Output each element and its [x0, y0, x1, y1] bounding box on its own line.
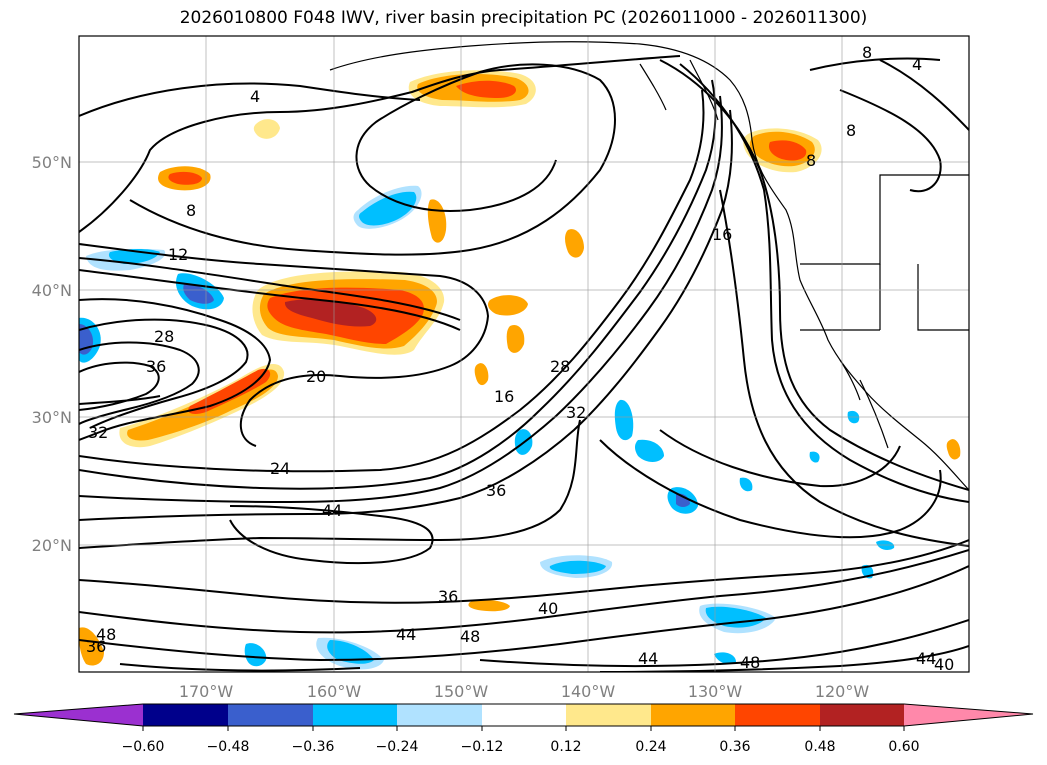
map-title: 2026010800 F048 IWV, river basin precipi…	[179, 8, 868, 28]
contour-label: 36	[86, 637, 106, 656]
contour-label: 20	[306, 367, 326, 386]
colorbar-bin	[143, 704, 228, 726]
contour-label: 16	[712, 225, 732, 244]
contour-label: 44	[638, 649, 658, 668]
precip-shading	[79, 70, 961, 670]
lat-label: 20°N	[32, 536, 72, 555]
lat-axis: 50°N 40°N 30°N 20°N	[32, 153, 72, 555]
colorbar-bin	[313, 704, 397, 726]
colorbar-label: 0.24	[635, 739, 666, 755]
colorbar-label: −0.36	[292, 739, 335, 755]
graticule	[79, 36, 969, 672]
colorbar-bin	[397, 704, 482, 726]
colorbar-label: 0.12	[550, 739, 581, 755]
contour-label: 12	[168, 245, 188, 264]
contour-label: 4	[250, 87, 260, 106]
lon-label: 140°W	[561, 682, 616, 701]
contour-label: 32	[88, 423, 108, 442]
contour-label: 44	[916, 649, 936, 668]
contour-label: 36	[486, 481, 506, 500]
lat-label: 30°N	[32, 408, 72, 427]
contour-label: 8	[186, 201, 196, 220]
map-area: 4 4 8 8 8 8 12 16 16 20 24 28 28 32 32 3…	[79, 36, 969, 674]
colorbar-label: 0.36	[719, 739, 750, 755]
contour-label: 4	[912, 55, 922, 74]
colorbar-right-extension	[904, 704, 1033, 726]
colorbar-bin	[566, 704, 651, 726]
coastlines	[329, 41, 969, 491]
lon-label: 150°W	[434, 682, 489, 701]
contour-label: 36	[438, 587, 458, 606]
colorbar-label: −0.60	[122, 739, 165, 755]
contour-label: 40	[934, 655, 954, 674]
colorbar-label: 0.48	[804, 739, 835, 755]
contour-label: 40	[538, 599, 558, 618]
contour-labels: 4 4 8 8 8 8 12 16 16 20 24 28 28 32 32 3…	[86, 43, 954, 674]
contour-label: 24	[270, 459, 290, 478]
lon-label: 170°W	[179, 682, 234, 701]
lat-label: 50°N	[32, 153, 72, 172]
contour-label: 36	[146, 357, 166, 376]
contour-label: 32	[566, 403, 586, 422]
contour-label: 8	[846, 121, 856, 140]
contour-label: 16	[494, 387, 514, 406]
lon-label: 160°W	[307, 682, 362, 701]
contour-label: 48	[740, 653, 760, 672]
colorbar-bin	[820, 704, 904, 726]
lon-label: 130°W	[688, 682, 743, 701]
contour-label: 8	[862, 43, 872, 62]
colorbar-label: 0.60	[888, 739, 919, 755]
colorbar-bin	[735, 704, 820, 726]
lon-axis: 170°W 160°W 150°W 140°W 130°W 120°W	[179, 682, 870, 701]
contour-label: 48	[460, 627, 480, 646]
contour-label: 8	[806, 151, 816, 170]
contour-label: 48	[96, 625, 116, 644]
lat-label: 40°N	[32, 281, 72, 300]
iwv-contours	[79, 55, 969, 672]
colorbar-bin	[228, 704, 313, 726]
map-frame	[78, 35, 970, 673]
lon-label: 120°W	[815, 682, 870, 701]
colorbar-bin	[651, 704, 735, 726]
colorbar-left-extension	[14, 704, 143, 726]
contour-label: 28	[154, 327, 174, 346]
colorbar-label: −0.24	[376, 739, 419, 755]
colorbar-label: −0.48	[207, 739, 250, 755]
contour-label: 44	[396, 625, 416, 644]
colorbar-label: −0.12	[461, 739, 504, 755]
colorbar-bin	[482, 704, 566, 726]
contour-label: 44	[322, 501, 342, 520]
colorbar: −0.60 −0.48 −0.36 −0.24 −0.12 0.12 0.24 …	[13, 703, 1034, 755]
contour-label: 28	[550, 357, 570, 376]
